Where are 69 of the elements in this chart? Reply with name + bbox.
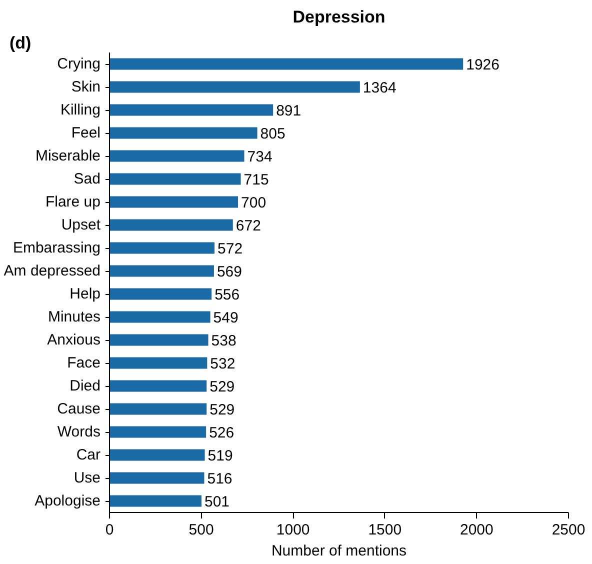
bar [110,58,464,70]
data-label: 672 [236,218,261,234]
y-tick-label: Embarassing [12,240,101,256]
y-tick-label: Sad [74,170,101,188]
y-tick-label: Anxious [47,332,101,348]
data-label: 538 [211,332,236,350]
data-label: 526 [209,424,234,442]
y-tick-label: Killing [60,102,101,118]
bar [110,127,258,139]
y-tick-label: Upset [61,216,102,234]
y-tick-label: Words [57,424,101,440]
data-label: 519 [208,448,233,464]
y-tick-label: Face [67,354,101,372]
y-tick-label: Flare up [45,194,101,210]
data-label: 549 [213,310,238,326]
x-tick-label: 1000 [276,522,310,538]
data-label: 700 [241,194,266,212]
bar [110,242,215,254]
data-label: 556 [214,286,240,304]
y-tick-label: Feel [71,124,101,142]
x-tick-label: 1500 [368,522,402,538]
bar [110,81,360,93]
y-tick-label: Help [70,286,101,302]
y-tick-label: Crying [57,56,101,72]
y-tick-label: Miserable [35,148,101,164]
bar [110,265,214,277]
data-label: 734 [247,148,272,166]
y-tick-label: Minutes [48,308,101,326]
data-label: 1926 [466,56,500,74]
chart-title: Depression [292,8,386,26]
bar [110,219,233,231]
bar [110,104,274,116]
bar [110,196,238,208]
data-label: 805 [260,126,286,142]
data-label: 569 [216,264,242,280]
bar [110,357,208,369]
data-label: 1364 [362,80,396,96]
bar [110,150,244,162]
bar [110,472,204,484]
y-tick-label: Skin [71,78,101,96]
bar [110,311,210,323]
y-tick-label: Apologise [34,492,101,510]
bar [110,403,207,415]
data-label: 529 [210,402,235,418]
bar [110,380,207,392]
data-label: 532 [210,356,236,372]
x-tick-label: 2500 [552,522,586,538]
bar [110,173,241,185]
data-label: 516 [207,470,232,488]
x-tick-label: 2000 [460,522,494,538]
bar [110,288,212,300]
y-tick-label: Car [76,446,101,464]
bar [110,495,202,507]
text: (d) [10,34,32,52]
bar [110,426,206,438]
bar [110,449,205,461]
x-tick-label: 0 [105,522,114,538]
y-tick-label: Cause [57,400,100,418]
data-label: 715 [244,172,269,188]
y-tick-label: Am depressed [4,262,100,280]
x-tick-label: 500 [188,522,214,538]
data-label: 891 [276,102,302,120]
bar [110,334,208,346]
data-label: 529 [210,378,235,396]
x-axis-title: Number of mentions [271,542,407,560]
data-label: 572 [218,240,243,258]
data-label: 501 [204,494,230,510]
y-tick-label: Use [74,470,101,486]
y-tick-label: Died [70,378,101,394]
